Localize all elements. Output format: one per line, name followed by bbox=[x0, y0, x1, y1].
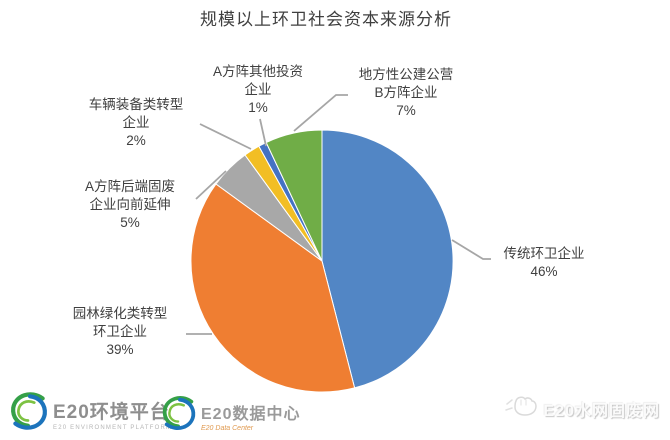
pie-callout-5: 地方性公建公营 B方阵企业 7% bbox=[358, 67, 454, 118]
pie-callout-0: 传统环卫企业 46% bbox=[503, 246, 585, 279]
pie-callout-1: 园林绿化类转型 环卫企业 39% bbox=[72, 306, 168, 357]
leader-line-5 bbox=[293, 94, 348, 132]
logo-name: E20数据中心 bbox=[201, 405, 301, 423]
logo-subtitle: E20 ENVIRONMENT PLATFORM bbox=[53, 424, 173, 431]
e20-data-center-logo: E20数据中心 E20 Data Center bbox=[160, 394, 300, 437]
pie-callout-4: A方阵其他投资 企业 1% bbox=[212, 64, 304, 115]
leader-line-0 bbox=[451, 239, 491, 260]
watermark-text: E20水网固废网 bbox=[543, 402, 660, 420]
e20-environment-platform-logo: E20环境平台 E20 ENVIRONMENT PLATFORM bbox=[8, 390, 172, 437]
footer: E20环境平台 E20 ENVIRONMENT PLATFORM E20数据中心… bbox=[0, 388, 670, 440]
fist-icon bbox=[504, 391, 540, 426]
logo-subtitle: E20 Data Center bbox=[201, 424, 254, 432]
leader-line-4 bbox=[259, 118, 267, 147]
pie-slice-1 bbox=[190, 183, 356, 393]
chart-title: 规模以上环卫社会资本来源分析 bbox=[200, 10, 452, 29]
leader-line-3 bbox=[199, 123, 252, 150]
pie-slice-5 bbox=[265, 129, 323, 262]
logo-name: E20环境平台 bbox=[53, 401, 170, 423]
e20-swirl-icon bbox=[160, 394, 198, 437]
e20-swirl-icon bbox=[8, 390, 50, 437]
watermark: E20水网固废网 bbox=[504, 391, 660, 426]
pie-callout-3: 车辆装备类转型 企业 2% bbox=[88, 97, 184, 148]
pie-slice-0 bbox=[321, 129, 454, 389]
leader-line-2 bbox=[195, 170, 227, 200]
pie-callout-2: A方阵后端固废 企业向前延伸 5% bbox=[84, 179, 176, 230]
